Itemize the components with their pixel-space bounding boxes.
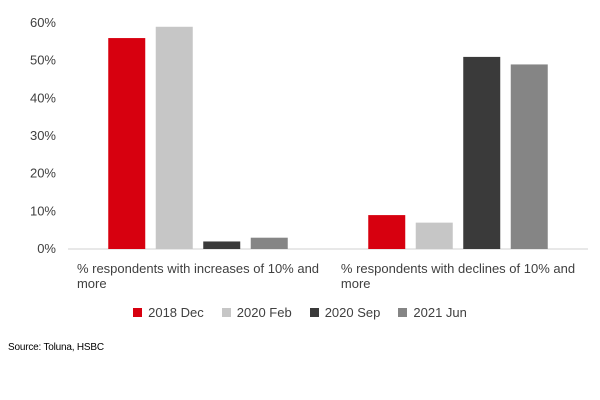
x-category-label: more [341,276,371,291]
legend-swatch [398,308,408,317]
legend-swatch [133,308,143,317]
y-tick-label: 10% [30,203,56,218]
y-tick-label: 0% [37,241,56,256]
x-category-label: % respondents with increases of 10% and [77,261,319,276]
x-category-label: % respondents with declines of 10% and [341,261,575,276]
y-tick-label: 30% [30,128,56,143]
bar-2021-jun [510,64,548,249]
legend-item: 2020 Feb [221,305,292,320]
bar-2020-feb [415,222,453,249]
legend-label: 2018 Dec [148,305,204,320]
y-tick-label: 20% [30,166,56,181]
bar-2020-feb [155,26,193,250]
bar-chart: 0% 10% 20% 30% 40% 50% 60% % respondents with i… [30,15,588,291]
legend-swatch [221,308,231,317]
legend-label: 2021 Jun [413,305,467,320]
source-note: Source: Toluna, HSBC [8,342,104,353]
bar-2018-dec [108,38,146,249]
legend-label: 2020 Feb [236,305,292,320]
bar-2020-sep [203,241,241,249]
legend-item: 2020 Sep [309,305,381,320]
legend-label: 2020 Sep [324,305,381,320]
y-tick-label: 50% [30,53,56,68]
bar-2018-dec [368,215,406,249]
x-category-label: more [77,276,107,291]
legend: 2018 Dec 2020 Feb 2020 Sep 2021 Jun [0,305,600,320]
y-tick-label: 60% [30,15,56,30]
legend-item: 2021 Jun [398,305,467,320]
bar-2021-jun [250,237,288,249]
legend-swatch [309,308,319,317]
y-tick-label: 40% [30,90,56,105]
legend-item: 2018 Dec [133,305,204,320]
bar-2020-sep [463,56,501,250]
